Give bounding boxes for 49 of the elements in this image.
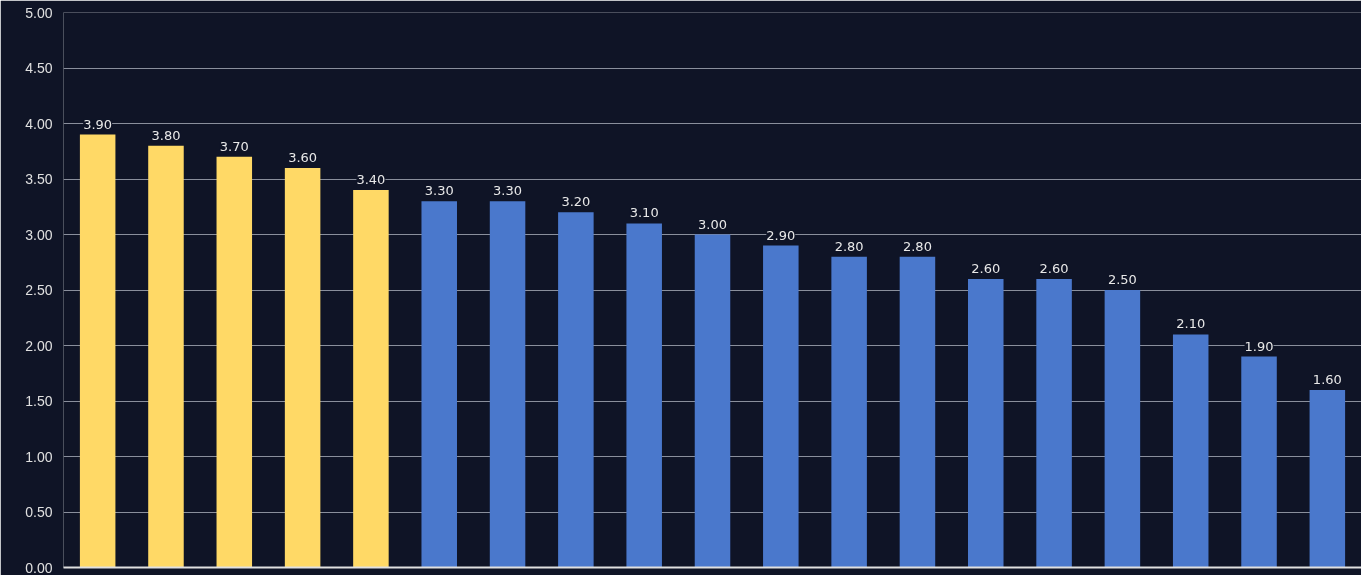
bar [626, 223, 662, 568]
y-tick-label: 3.00 [25, 226, 53, 243]
data-label: 2.80 [902, 238, 932, 254]
y-tick-label: 2.00 [25, 337, 53, 354]
bar [694, 234, 731, 568]
data-label: 3.30 [493, 183, 523, 199]
bar [899, 256, 936, 568]
bar [1104, 290, 1141, 568]
bar [1172, 334, 1209, 568]
bar [353, 190, 389, 568]
data-label: 3.60 [288, 149, 318, 165]
data-label: 3.30 [424, 183, 454, 199]
data-label: 3.20 [561, 194, 591, 210]
bar [79, 134, 116, 568]
y-tick-label: 3.50 [25, 171, 53, 187]
data-label: 3.80 [151, 127, 181, 143]
y-tick-label: 4.00 [25, 115, 53, 132]
bar [284, 167, 321, 568]
data-label: 1.90 [1244, 338, 1274, 354]
bar [831, 256, 867, 568]
y-tick-label: 0.50 [25, 504, 53, 520]
data-label: 3.40 [356, 172, 386, 188]
data-label: 2.10 [1176, 316, 1206, 332]
data-label: 2.60 [1039, 260, 1069, 276]
bar [216, 156, 253, 568]
bar [1036, 278, 1072, 568]
bar [421, 201, 457, 568]
y-tick-label: 4.50 [25, 60, 53, 76]
bar [968, 278, 1004, 568]
data-label: 3.00 [698, 216, 727, 232]
bar [148, 145, 184, 568]
y-tick-label: 2.50 [25, 282, 53, 298]
data-label: 3.70 [219, 138, 249, 154]
y-tick-label: 0.00 [25, 559, 53, 575]
data-label: 2.60 [971, 260, 1001, 276]
data-label: 2.80 [834, 238, 864, 254]
data-label: 1.60 [1312, 371, 1342, 387]
data-label: 2.90 [766, 227, 796, 243]
bar [558, 212, 594, 568]
bar [763, 245, 799, 568]
y-tick-label: 1.50 [25, 393, 53, 409]
bar [1241, 356, 1277, 568]
data-label: 3.90 [83, 116, 113, 132]
data-label: 2.50 [1107, 272, 1137, 287]
data-label: 3.10 [629, 205, 659, 221]
y-tick-label: 5.00 [25, 4, 53, 21]
y-tick-label: 1.00 [25, 448, 53, 465]
bar [1309, 389, 1346, 568]
bar [489, 201, 526, 568]
